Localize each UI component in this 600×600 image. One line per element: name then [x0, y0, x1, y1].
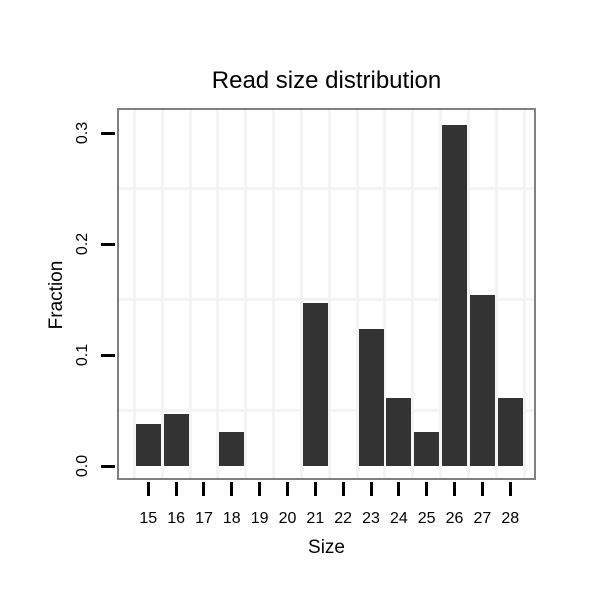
- y-tick-label: 0.1: [74, 343, 91, 367]
- plot-panel: [117, 108, 536, 480]
- x-tick-label: 27: [473, 510, 492, 527]
- grid-v-line: [132, 108, 136, 480]
- bar-16: [163, 413, 189, 466]
- x-tick: [508, 482, 512, 496]
- x-tick: [453, 482, 457, 496]
- grid-v-line: [272, 108, 276, 480]
- x-tick: [286, 482, 289, 496]
- bar-18: [219, 431, 245, 466]
- bar-24: [386, 398, 412, 466]
- bar-28: [497, 398, 523, 466]
- y-tick: [101, 131, 115, 135]
- x-tick: [397, 482, 401, 496]
- x-tick-label: 25: [417, 510, 436, 527]
- y-tick: [101, 353, 115, 357]
- y-tick-label: 0.3: [74, 121, 91, 145]
- x-tick-label: 18: [222, 510, 241, 527]
- grid-v-line: [188, 108, 192, 480]
- grid-v-line: [216, 108, 220, 480]
- bar-26: [442, 125, 468, 466]
- grid-v-line: [494, 108, 498, 480]
- x-tick: [480, 482, 484, 496]
- grid-h-line: [117, 187, 536, 190]
- grid-h-line: [117, 298, 536, 301]
- y-axis-title: Fraction: [46, 260, 67, 330]
- grid-v-line: [522, 108, 526, 480]
- chart-title: Read size distribution: [211, 67, 442, 94]
- grid-v-line: [466, 108, 470, 480]
- bar-15: [135, 423, 161, 466]
- x-tick-label: 20: [278, 510, 297, 527]
- x-tick-label: 28: [501, 510, 520, 527]
- x-tick: [313, 482, 317, 496]
- x-tick-label: 15: [139, 510, 158, 527]
- x-tick-label: 26: [445, 510, 464, 527]
- x-tick: [230, 482, 234, 496]
- x-tick: [202, 482, 206, 496]
- grid-v-line: [439, 108, 443, 480]
- grid-v-line: [299, 108, 303, 480]
- x-tick: [425, 482, 429, 496]
- grid-v-line: [383, 108, 387, 480]
- grid-v-line: [411, 108, 415, 480]
- x-tick-label: 16: [167, 510, 186, 527]
- y-tick: [101, 464, 115, 468]
- y-tick: [101, 242, 115, 246]
- x-tick: [369, 482, 373, 496]
- x-tick-label: 22: [334, 510, 353, 527]
- x-tick-label: 21: [306, 510, 325, 527]
- x-axis-title: Size: [308, 537, 345, 558]
- bar-21: [302, 302, 328, 466]
- grid-v-line: [160, 108, 164, 480]
- x-tick: [146, 482, 150, 496]
- y-tick-label: 0.2: [74, 232, 91, 256]
- y-tick-label: 0.0: [74, 454, 91, 478]
- x-tick-label: 23: [362, 510, 380, 527]
- grid-v-line: [244, 108, 248, 480]
- x-tick: [341, 482, 345, 496]
- x-tick-label: 17: [195, 510, 213, 527]
- bar-25: [414, 431, 440, 466]
- x-tick-label: 24: [389, 510, 408, 527]
- x-tick: [258, 482, 262, 496]
- bar-27: [469, 295, 495, 466]
- grid-v-line: [327, 108, 331, 480]
- x-tick: [174, 482, 178, 496]
- grid-v-line: [355, 108, 359, 480]
- x-tick-label: 19: [250, 510, 269, 527]
- bar-23: [358, 329, 384, 466]
